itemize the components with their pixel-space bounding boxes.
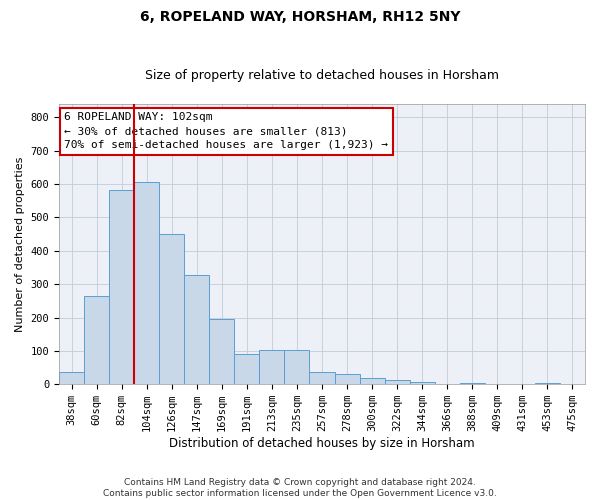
- Bar: [535, 382, 560, 384]
- Bar: [359, 378, 385, 384]
- Bar: [284, 350, 310, 384]
- Title: Size of property relative to detached houses in Horsham: Size of property relative to detached ho…: [145, 69, 499, 82]
- Bar: [184, 275, 209, 384]
- Y-axis label: Number of detached properties: Number of detached properties: [15, 156, 25, 332]
- Bar: [84, 296, 109, 384]
- Bar: [235, 354, 259, 384]
- Bar: [335, 374, 359, 384]
- Bar: [259, 350, 284, 384]
- Bar: [310, 372, 335, 384]
- Bar: [410, 382, 435, 384]
- Bar: [385, 380, 410, 384]
- Text: 6, ROPELAND WAY, HORSHAM, RH12 5NY: 6, ROPELAND WAY, HORSHAM, RH12 5NY: [140, 10, 460, 24]
- Bar: [460, 382, 485, 384]
- X-axis label: Distribution of detached houses by size in Horsham: Distribution of detached houses by size …: [169, 437, 475, 450]
- Bar: [134, 182, 159, 384]
- Bar: [59, 372, 84, 384]
- Bar: [209, 319, 235, 384]
- Text: Contains HM Land Registry data © Crown copyright and database right 2024.
Contai: Contains HM Land Registry data © Crown c…: [103, 478, 497, 498]
- Text: 6 ROPELAND WAY: 102sqm
← 30% of detached houses are smaller (813)
70% of semi-de: 6 ROPELAND WAY: 102sqm ← 30% of detached…: [64, 112, 388, 150]
- Bar: [109, 190, 134, 384]
- Bar: [159, 234, 184, 384]
